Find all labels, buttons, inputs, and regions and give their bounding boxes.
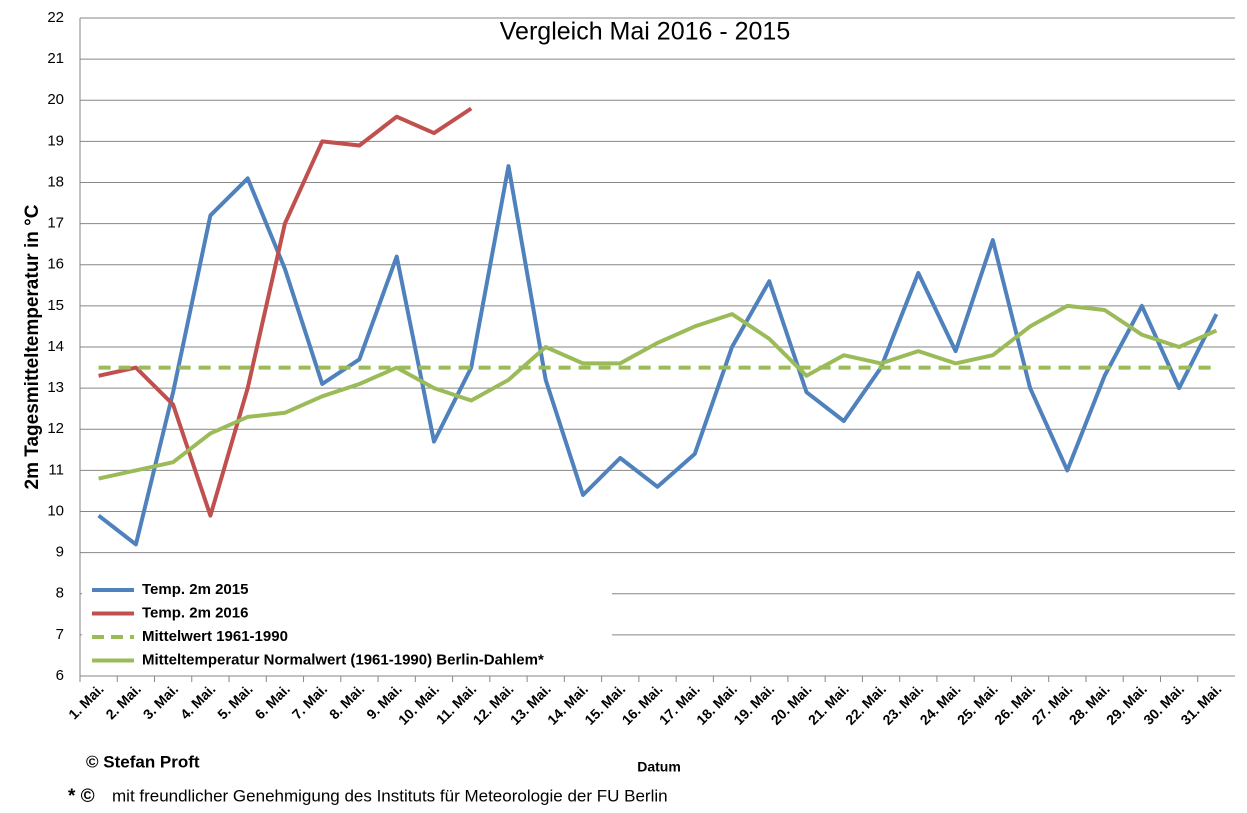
x-tick-label: 13. Mai. [507,681,554,728]
series-line [97,164,1219,547]
x-tick-label: 6. Mai. [251,681,293,723]
x-tick-label: 10. Mai. [395,681,442,728]
x-tick-label: 12. Mai. [470,681,517,728]
y-tick-label: 20 [47,91,64,108]
y-tick-label: 21 [47,50,64,67]
x-tick-label: 14. Mai. [544,681,591,728]
x-tick-label: 1. Mai. [65,681,107,723]
x-tick-label: 5. Mai. [214,681,256,723]
x-tick-label: 22. Mai. [842,681,889,728]
credit: © Stefan Proft [86,752,200,771]
y-tick-label: 18 [47,173,64,190]
x-tick-label: 3. Mai. [140,681,182,723]
legend-label: Mittelwert 1961-1990 [142,628,288,645]
y-axis-label: 2m Tagesmitteltemperatur in °C [22,204,43,489]
y-tick-label: 12 [47,420,64,437]
y-tick-label: 11 [48,461,64,478]
x-tick-label: 27. Mai. [1028,681,1075,728]
y-tick-label: 14 [47,338,64,355]
y-tick-label: 15 [47,297,64,314]
x-tick-label: 8. Mai. [326,681,368,723]
x-tick-label: 2. Mai. [102,681,144,723]
x-axis-label: Datum [637,759,681,775]
y-tick-label: 10 [47,502,64,519]
legend-label: Mitteltemperatur Normalwert (1961-1990) … [142,651,544,668]
x-tick-label: 28. Mai. [1066,681,1113,728]
x-tick-label: 16. Mai. [619,681,666,728]
x-tick-label: 20. Mai. [768,681,815,728]
x-tick-label: 7. Mai. [289,681,331,723]
y-tick-label: 8 [56,585,64,602]
x-tick-label: 23. Mai. [879,681,926,728]
x-tick-label: 31. Mai. [1177,681,1224,728]
series-line [98,303,1218,481]
y-tick-label: 22 [47,9,64,26]
y-tick-label: 13 [47,379,64,396]
x-tick-label: 21. Mai. [805,681,852,728]
x-tick-label: 15. Mai. [581,681,628,728]
x-tick-label: 30. Mai. [1140,681,1187,728]
x-tick-label: 17. Mai. [656,681,703,728]
y-tick-label: 16 [47,256,64,273]
y-tick-label: 19 [47,132,64,149]
y-tick-label: 9 [56,544,64,561]
x-tick-label: 4. Mai. [177,681,219,723]
footnote: mit freundlicher Genehmigung des Institu… [112,786,668,805]
x-tick-label: 29. Mai. [1103,681,1150,728]
legend-label: Temp. 2m 2016 [142,604,248,621]
x-tick-label: 24. Mai. [917,681,964,728]
y-tick-label: 7 [56,626,64,643]
y-tick-label: 17 [47,215,64,232]
series-line [98,106,473,518]
x-tick-label: 18. Mai. [693,681,740,728]
x-tick-label: 25. Mai. [954,681,1001,728]
chart-title: Vergleich Mai 2016 - 2015 [500,18,790,46]
x-tick-label: 26. Mai. [991,681,1038,728]
y-tick-label: 6 [56,667,64,684]
legend-label: Temp. 2m 2015 [142,581,248,598]
x-tick-label: 19. Mai. [730,681,777,728]
footnote-mark: * © [68,786,95,807]
legend-box [82,578,612,672]
